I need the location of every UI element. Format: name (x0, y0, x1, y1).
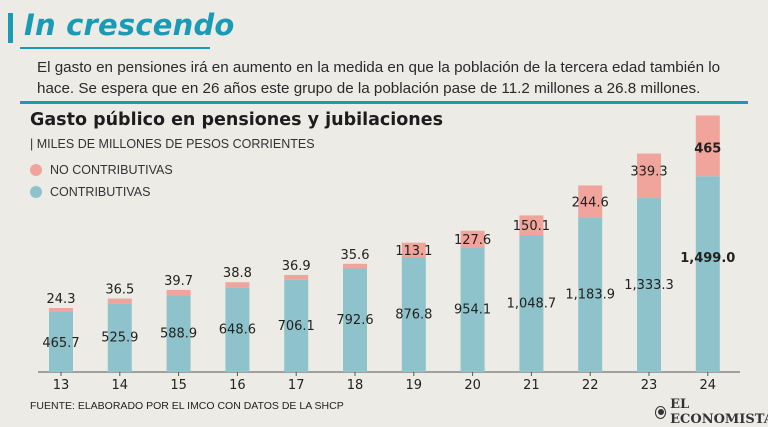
bar-no-contributivas (284, 274, 309, 280)
data-label-no-contributivas: 244.6 (572, 195, 609, 210)
data-label-no-contributivas: 150.1 (513, 219, 550, 234)
bar-contributivas (166, 295, 191, 372)
data-label-contributivas: 1,499.0 (680, 251, 735, 266)
data-label-no-contributivas: 38.8 (223, 266, 252, 281)
bar-contributivas (578, 217, 603, 372)
chart-units: | MILES DE MILLONES DE PESOS CORRIENTES (30, 137, 315, 151)
brand-logo-icon (655, 405, 667, 419)
x-tick-label: 16 (229, 378, 246, 393)
header-accent-bar (8, 13, 13, 43)
bar-contributivas (284, 279, 309, 372)
bar-no-contributivas (49, 308, 73, 312)
x-tick-label: 14 (112, 378, 129, 393)
legend-dot-no-contributivas (30, 164, 42, 176)
legend-label: NO CONTRIBUTIVAS (50, 163, 173, 177)
x-tick-label: 24 (700, 378, 717, 393)
brand-name: EL ECONOMISTA (670, 397, 768, 427)
data-label-no-contributivas: 24.3 (47, 292, 76, 307)
x-tick-label: 21 (523, 378, 540, 393)
data-label-no-contributivas: 39.7 (164, 274, 193, 289)
data-label-contributivas: 1,183.9 (565, 288, 615, 303)
section-divider (20, 101, 748, 104)
x-tick-label: 13 (53, 378, 70, 393)
data-label-no-contributivas: 465 (694, 142, 721, 157)
bar-no-contributivas (637, 153, 661, 198)
data-label-no-contributivas: 36.5 (105, 283, 134, 298)
bar-no-contributivas (519, 215, 544, 236)
bar-contributivas (519, 235, 544, 372)
data-label-no-contributivas: 36.9 (282, 259, 311, 274)
bar-no-contributivas (401, 242, 426, 258)
bar-contributivas (49, 311, 73, 372)
bar-no-contributivas (578, 185, 603, 218)
legend-label: CONTRIBUTIVAS (50, 185, 151, 199)
data-label-contributivas: 706.1 (278, 319, 315, 334)
brand: EL ECONOMISTA (655, 397, 768, 427)
x-tick-label: 17 (288, 378, 305, 393)
bar-contributivas (460, 247, 485, 372)
data-label-contributivas: 465.7 (42, 336, 79, 351)
bar-no-contributivas (460, 230, 485, 248)
data-label-contributivas: 1,333.3 (624, 278, 674, 293)
bar-contributivas (695, 176, 720, 372)
legend-contributivas: CONTRIBUTIVAS (30, 185, 150, 199)
x-tick-label: 15 (170, 378, 187, 393)
bar-no-contributivas (166, 289, 191, 296)
data-label-contributivas: 1,048.7 (507, 297, 557, 312)
subtitle: El gasto en pensiones irá en aumento en … (37, 59, 721, 97)
x-tick-label: 18 (347, 378, 364, 393)
data-label-contributivas: 792.6 (336, 313, 373, 328)
bar-no-contributivas (343, 263, 367, 269)
data-label-no-contributivas: 127.6 (454, 233, 491, 248)
x-tick-label: 20 (464, 378, 481, 393)
legend-no-contributivas: NO CONTRIBUTIVAS (30, 163, 173, 177)
data-label-no-contributivas: 113.1 (395, 244, 432, 259)
chart-title: Gasto público en pensiones y jubilacione… (30, 110, 444, 130)
data-label-contributivas: 954.1 (454, 303, 491, 318)
data-label-contributivas: 648.6 (219, 323, 256, 338)
bar-contributivas (343, 268, 367, 372)
bar-no-contributivas (695, 115, 720, 177)
bar-no-contributivas (107, 298, 132, 304)
data-label-contributivas: 876.8 (395, 308, 432, 323)
x-tick-label: 22 (582, 378, 599, 393)
data-label-no-contributivas: 35.6 (341, 248, 370, 263)
data-label-contributivas: 588.9 (160, 327, 197, 342)
bar-contributivas (401, 257, 426, 372)
headline: In crescendo (24, 8, 235, 42)
bar-contributivas (107, 303, 132, 372)
data-label-no-contributivas: 339.3 (630, 165, 667, 180)
bar-no-contributivas (225, 282, 250, 288)
bar-contributivas (225, 287, 250, 372)
legend-dot-contributivas (30, 186, 42, 198)
source-note: FUENTE: ELABORADO POR EL IMCO CON DATOS … (30, 400, 344, 412)
headline-rule (20, 47, 210, 49)
bar-contributivas (637, 197, 661, 372)
data-label-contributivas: 525.9 (101, 331, 138, 346)
x-tick-label: 19 (406, 378, 423, 393)
x-tick-label: 23 (641, 378, 658, 393)
